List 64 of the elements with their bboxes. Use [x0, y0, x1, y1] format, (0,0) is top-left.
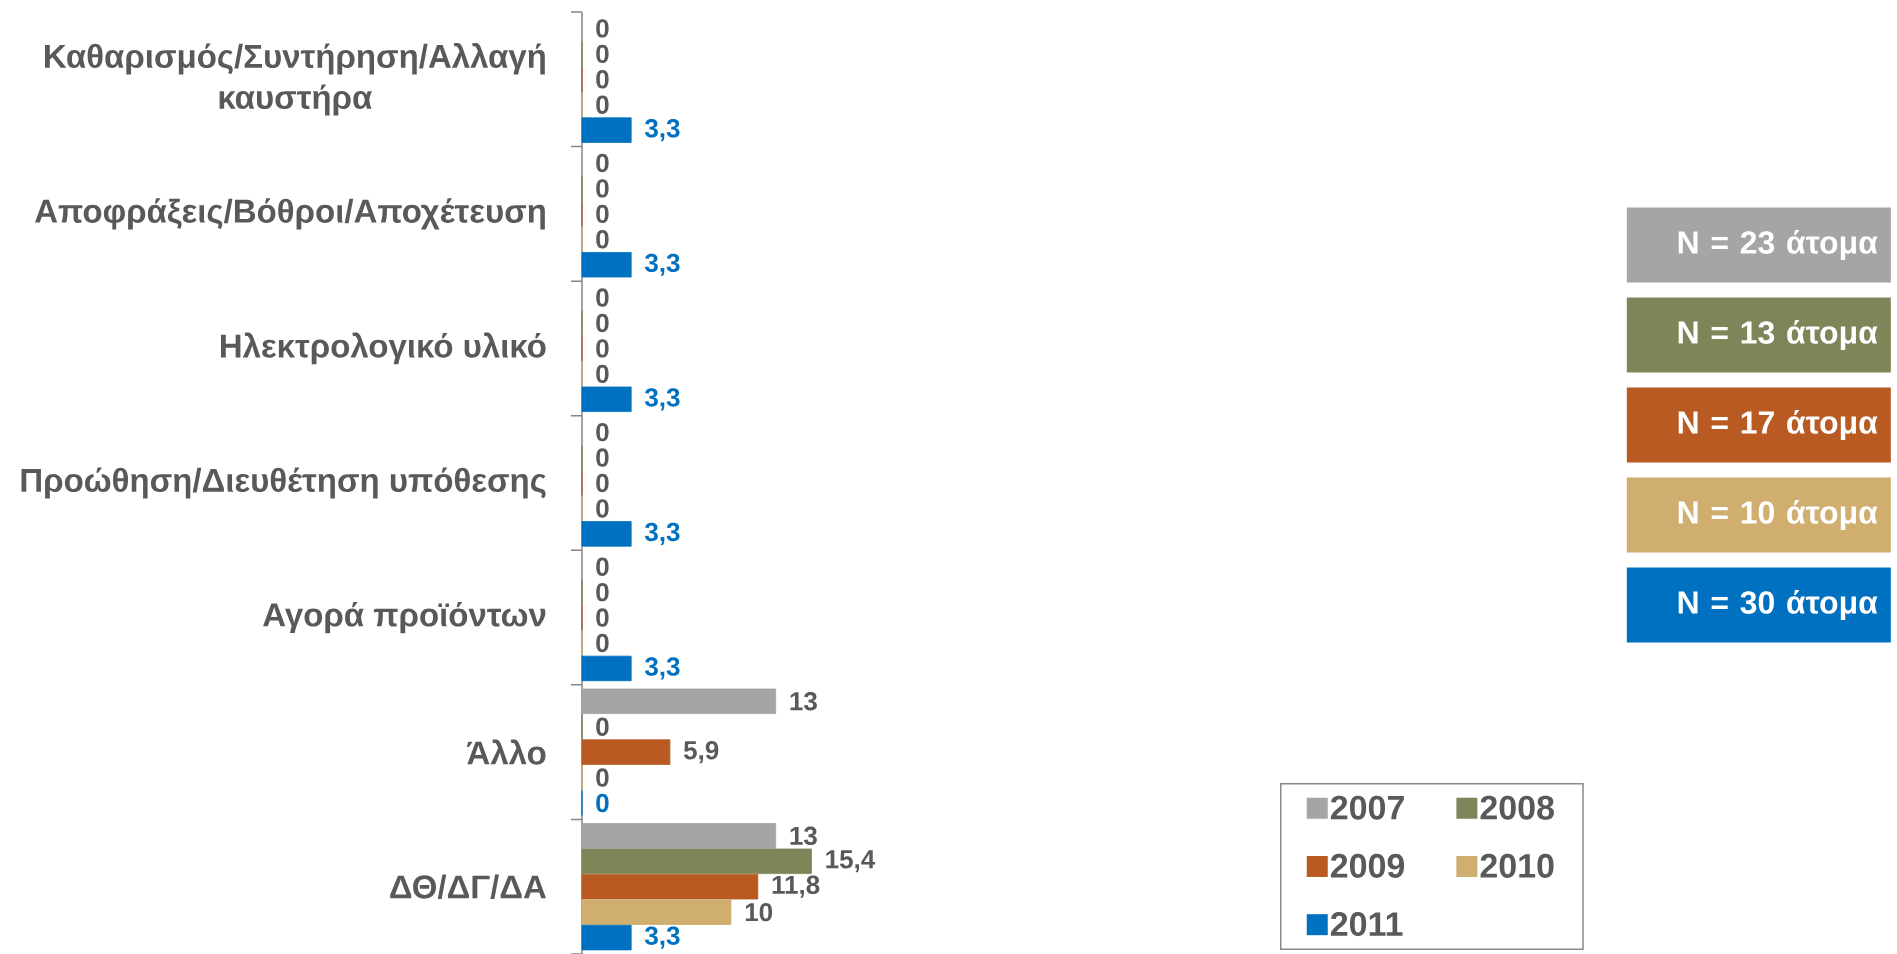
y-tick-label: Αγορά προϊόντων — [263, 602, 546, 634]
data-label: 0 — [596, 557, 609, 576]
legend-label: 2007 — [1330, 795, 1404, 820]
bar — [581, 688, 777, 714]
y-tick-label: ΔΘ/ΔΓ/ΔΑ — [390, 874, 546, 899]
bar — [581, 117, 632, 143]
data-label: 3,3 — [644, 926, 680, 949]
y-tick-label: Ηλεκτρολογικό υλικό — [221, 332, 546, 365]
data-label: 5,9 — [683, 741, 719, 764]
bar — [581, 899, 732, 925]
data-label: 0 — [596, 582, 609, 602]
y-tick-label: Άλλο — [467, 739, 546, 765]
legend-label: 2010 — [1480, 853, 1554, 878]
bar — [581, 386, 632, 413]
data-label: 0 — [596, 448, 609, 467]
data-label: 0 — [596, 95, 609, 114]
bar — [581, 655, 632, 682]
y-tick-label: Αποφράξεις/Βόθροι/Αποχέτευση — [35, 198, 545, 230]
data-label: 0 — [596, 422, 609, 442]
data-label: 0 — [596, 288, 609, 307]
bar — [581, 874, 759, 900]
data-label: 0 — [596, 339, 609, 358]
bar — [581, 252, 632, 278]
data-label: 0 — [596, 499, 609, 518]
data-label: 0 — [596, 793, 609, 813]
text: N = 10 άτομα — [1678, 499, 1878, 531]
data-label: 13 — [790, 692, 817, 711]
data-label: 0 — [596, 313, 609, 333]
data-label: 0 — [596, 204, 609, 224]
legend-label: 2008 — [1480, 795, 1554, 820]
data-label: 10 — [745, 902, 773, 922]
data-label: 0 — [596, 608, 609, 627]
legend-label: 2011 — [1330, 912, 1403, 937]
data-label: 0 — [596, 19, 609, 38]
bar — [581, 848, 812, 874]
data-label: 3,3 — [644, 253, 680, 276]
data-label: 15,4 — [826, 850, 876, 873]
data-label: 3,3 — [644, 522, 680, 545]
data-label: 0 — [596, 768, 609, 787]
data-label: 3,3 — [644, 657, 680, 680]
y-tick-label: Καθαρισμός/Συντήρηση/Αλλαγή καυστήρα — [45, 42, 545, 116]
data-label: 0 — [596, 633, 609, 653]
legend-label: 2009 — [1330, 853, 1405, 878]
data-label: 0 — [596, 70, 609, 89]
bar — [581, 521, 632, 547]
data-label: 3,3 — [644, 119, 680, 142]
y-tick-label: Προώθηση/Διευθέτηση υπόθεσης — [21, 467, 546, 499]
data-label: 13 — [790, 826, 817, 846]
text: N = 23 άτομα — [1678, 229, 1878, 261]
data-label: 11,8 — [772, 875, 820, 898]
data-label: 0 — [596, 44, 609, 64]
data-label: 0 — [596, 717, 609, 736]
bar — [581, 739, 671, 765]
data-label: 0 — [596, 230, 609, 249]
text: N = 17 άτομα — [1678, 409, 1878, 441]
data-label: 0 — [596, 179, 609, 198]
data-label: 0 — [596, 364, 609, 384]
text: N = 13 άτομα — [1678, 319, 1878, 351]
bar — [581, 924, 632, 951]
bar — [581, 823, 777, 849]
data-label: 0 — [596, 153, 609, 173]
data-label: 0 — [596, 473, 609, 493]
data-label: 3,3 — [644, 388, 680, 411]
text: N = 30 άτομα — [1678, 589, 1878, 621]
